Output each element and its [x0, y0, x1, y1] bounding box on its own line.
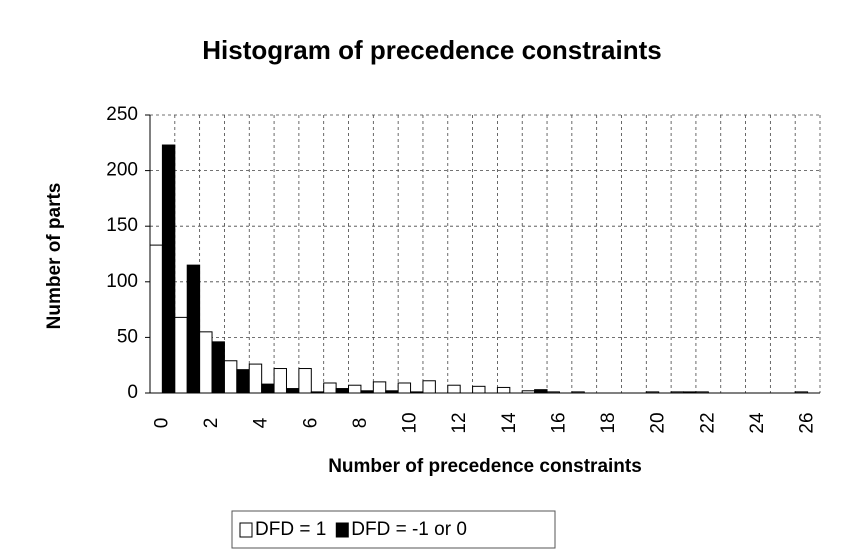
bar: [285, 388, 300, 394]
bar: [298, 368, 312, 394]
bar: [447, 384, 461, 394]
x-tick-label: 24: [747, 412, 768, 434]
bar: [794, 391, 809, 394]
bar: [385, 390, 399, 394]
x-tick-label: 12: [449, 412, 470, 433]
bar: [199, 331, 213, 394]
bar: [261, 383, 275, 394]
legend-label: DFD = 1: [255, 519, 326, 540]
bar: [348, 384, 362, 394]
bar: [360, 390, 374, 394]
bar: [496, 386, 511, 394]
x-tick-label: 4: [251, 417, 272, 428]
y-tick-label: 100: [106, 271, 138, 292]
bar: [695, 391, 709, 394]
bar: [410, 391, 424, 394]
bar: [670, 391, 685, 394]
legend-box: [231, 510, 556, 549]
bar: [161, 144, 176, 394]
x-tick-label: 14: [499, 412, 520, 434]
x-tick-label: 22: [697, 412, 718, 433]
bar: [236, 369, 250, 394]
bar: [397, 382, 412, 394]
bar: [472, 385, 486, 394]
bar: [223, 360, 238, 394]
y-tick-label: 250: [106, 104, 138, 125]
y-tick-label: 0: [127, 382, 138, 403]
x-tick-label: 16: [548, 412, 569, 433]
bar: [422, 380, 436, 394]
bar: [372, 381, 387, 394]
x-tick-label: 18: [598, 412, 619, 433]
x-tick-label: 26: [797, 412, 818, 433]
x-tick-label: 8: [350, 418, 371, 429]
y-tick-label: 200: [106, 160, 138, 181]
bar: [335, 388, 350, 394]
x-axis-label: Number of precedence constraints: [328, 456, 642, 477]
bar: [149, 244, 163, 394]
chart-title: Histogram of precedence constraints: [202, 35, 661, 65]
y-tick-label: 50: [117, 326, 138, 347]
legend-label: DFD = -1 or 0: [351, 519, 467, 540]
bar: [571, 391, 585, 394]
bar: [645, 391, 660, 394]
y-tick-label: 150: [106, 215, 138, 236]
bar: [248, 363, 263, 394]
bar: [310, 391, 325, 394]
bar: [534, 389, 548, 394]
legend-swatch: [335, 522, 349, 538]
legend-swatch: [239, 522, 253, 538]
bar: [546, 391, 560, 394]
bar: [683, 391, 697, 394]
bar: [211, 341, 225, 394]
bar: [273, 368, 287, 394]
bar: [521, 390, 536, 394]
x-tick-label: 20: [648, 412, 669, 433]
x-tick-label: 2: [201, 418, 222, 429]
bar: [174, 316, 188, 394]
x-tick-label: 0: [151, 418, 172, 429]
x-tick-label: 6: [300, 418, 321, 429]
x-tick-label: 10: [400, 412, 421, 433]
bar: [186, 264, 201, 394]
y-axis-label: Number of parts: [44, 183, 65, 330]
bar: [323, 382, 337, 394]
